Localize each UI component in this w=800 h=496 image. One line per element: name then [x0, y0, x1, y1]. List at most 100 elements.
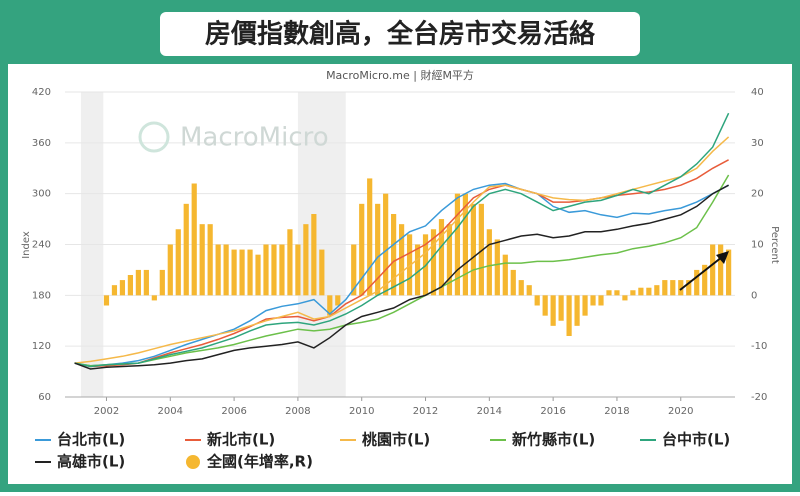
bar [630, 290, 636, 296]
bar [295, 244, 301, 296]
watermark: MacroMicro [180, 123, 329, 153]
bar [319, 249, 325, 296]
legend-label: 桃園市(L) [362, 431, 430, 449]
bar [215, 244, 221, 296]
bar [718, 244, 724, 296]
y2-tick-label: 10 [751, 240, 764, 251]
bar [359, 203, 365, 296]
bar [111, 285, 118, 296]
y2-axis-label: Percent [769, 226, 780, 264]
bar [590, 295, 596, 306]
bar [207, 224, 213, 296]
bar [726, 249, 732, 296]
bar [582, 295, 588, 316]
bar [558, 295, 564, 321]
bar [279, 244, 285, 296]
x-tick-label: 2006 [221, 406, 246, 417]
bar [462, 193, 469, 296]
bar [391, 214, 397, 296]
line [74, 182, 729, 367]
bar [454, 193, 461, 296]
bar [127, 275, 134, 296]
y-tick-label: 300 [32, 189, 51, 200]
bar [303, 224, 309, 296]
bar [143, 269, 149, 296]
bar [494, 239, 500, 296]
bar [335, 295, 341, 306]
bar [478, 203, 484, 296]
bar [606, 290, 612, 296]
bar [438, 219, 445, 296]
bar [430, 229, 437, 296]
bar [502, 254, 508, 296]
x-tick-label: 2002 [94, 406, 119, 417]
bar [574, 295, 580, 326]
bar [383, 193, 389, 296]
bar [375, 203, 381, 296]
legend-label: 全國(年增率,R) [206, 453, 313, 471]
bar [119, 280, 126, 296]
bar [255, 254, 261, 296]
bar [175, 229, 181, 296]
bar [614, 290, 620, 296]
legend-label: 高雄市(L) [57, 453, 125, 471]
bar [414, 244, 421, 296]
legend-swatch [186, 455, 200, 469]
y2-tick-label: 40 [751, 87, 764, 98]
y2-tick-label: -10 [751, 341, 767, 352]
trend-arrow [679, 256, 723, 291]
bar [167, 244, 173, 296]
bar [103, 295, 110, 306]
bar [646, 287, 652, 296]
y2-tick-label: 30 [751, 138, 764, 149]
x-tick-label: 2008 [285, 406, 310, 417]
bar [247, 249, 253, 296]
bar [702, 264, 708, 296]
y2-tick-label: 20 [751, 189, 764, 200]
bar [191, 183, 197, 296]
bar [518, 280, 524, 296]
bar [598, 295, 604, 306]
legend: 台北市(L) 新北市(L) 桃園市(L) 新竹縣市(L) 台中市(L) 高雄市(L) 全國(… [35, 431, 730, 471]
bar [311, 214, 317, 296]
bar [231, 249, 237, 296]
bar [223, 244, 229, 296]
y-axis-label: Index [21, 231, 32, 259]
bar [686, 280, 692, 296]
bar [367, 178, 373, 296]
bar [327, 295, 333, 316]
bar [710, 244, 716, 296]
y-tick-label: 360 [32, 138, 51, 149]
bar [534, 295, 540, 306]
y-tick-label: 120 [32, 341, 51, 352]
y-tick-label: 60 [38, 392, 51, 403]
y2-tick-label: 0 [751, 290, 757, 301]
bar [398, 224, 405, 296]
line [74, 112, 730, 368]
watermark-logo [138, 121, 170, 153]
bar [550, 295, 556, 326]
legend-label: 新北市(L) [207, 431, 275, 449]
bar [638, 287, 644, 296]
x-tick-label: 2014 [477, 406, 502, 417]
y2-tick-label: -20 [751, 392, 767, 403]
bar [351, 244, 357, 296]
bar [670, 280, 676, 296]
bar [566, 295, 572, 336]
bar [287, 229, 293, 296]
x-tick-label: 2010 [349, 406, 374, 417]
bar [151, 295, 157, 301]
bar [470, 203, 476, 296]
line [74, 174, 730, 367]
bar [159, 269, 165, 296]
line [74, 184, 729, 370]
bar [526, 285, 532, 296]
bar [622, 295, 628, 301]
bar [239, 249, 245, 296]
bar [694, 269, 700, 296]
x-tick-label: 2004 [158, 406, 183, 417]
bar [446, 224, 453, 296]
legend-label: 台中市(L) [662, 431, 730, 449]
y-tick-label: 240 [32, 240, 51, 251]
